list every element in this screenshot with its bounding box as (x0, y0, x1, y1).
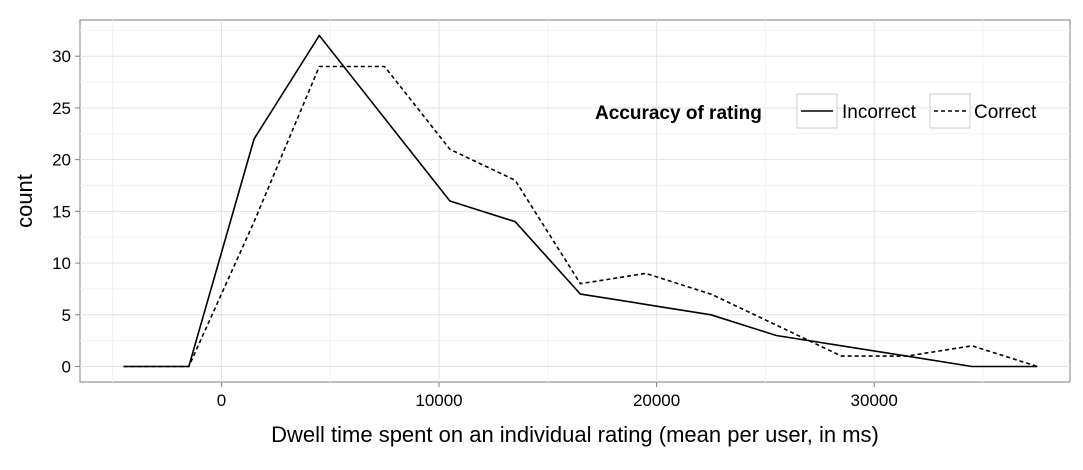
y-axis-title: count (12, 174, 37, 228)
y-tick-label: 20 (52, 151, 71, 170)
y-tick-label: 25 (52, 99, 71, 118)
legend: Accuracy of rating Incorrect Correct (595, 93, 1037, 129)
major-gridlines (80, 20, 1070, 382)
plot-panel (79, 19, 1071, 383)
y-tick-label: 0 (62, 357, 71, 376)
y-tick-label: 15 (52, 202, 71, 221)
y-tick-label: 5 (62, 306, 71, 325)
x-axis-title: Dwell time spent on an individual rating… (271, 422, 879, 447)
x-tick-label: 20000 (633, 391, 680, 410)
legend-title: Accuracy of rating (595, 103, 762, 124)
series-layer (123, 34, 1038, 368)
y-axis: 0 5 10 15 20 25 30 (52, 47, 80, 376)
y-tick-label: 10 (52, 254, 71, 273)
series-line-correct (123, 65, 1038, 368)
legend-label-incorrect: Incorrect (842, 102, 917, 123)
y-tick-label: 30 (52, 47, 71, 66)
x-tick-label: 10000 (415, 391, 462, 410)
x-tick-label: 0 (217, 391, 226, 410)
legend-label-correct: Correct (974, 102, 1037, 123)
minor-gridlines (80, 20, 1070, 382)
x-axis: 0 10000 20000 30000 (217, 382, 898, 410)
x-tick-label: 30000 (851, 391, 898, 410)
series-line-incorrect (123, 34, 1038, 368)
